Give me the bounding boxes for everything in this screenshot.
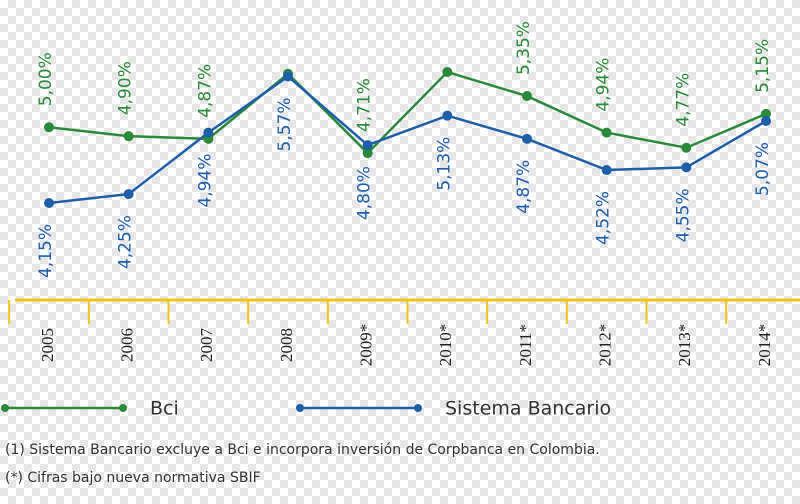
legend-label: Sistema Bancario: [445, 398, 611, 420]
note: (1) Sistema Bancario excluye a Bci e inc…: [5, 442, 600, 458]
legend-dot: [414, 404, 422, 412]
data-label: 4,15%: [36, 224, 56, 278]
x-tick-label: 2007: [197, 328, 216, 363]
data-label: 4,71%: [355, 78, 375, 132]
x-tick-label: 2006: [118, 328, 137, 362]
line: [48, 70, 767, 155]
point: [362, 148, 373, 159]
data-label: 4,25%: [116, 215, 136, 269]
point: [681, 162, 692, 173]
data-label: 4,87%: [514, 160, 534, 214]
point: [442, 67, 453, 77]
x-tick-label: 2013*: [675, 324, 694, 367]
data-label: 5,13%: [434, 137, 454, 191]
point: [601, 127, 612, 138]
x-tick-label: 2014*: [755, 324, 774, 367]
x-tick-label: 2010*: [436, 324, 455, 367]
point: [522, 91, 532, 102]
x-tick-label: 2012*: [596, 324, 615, 367]
data-label: 4,52%: [594, 191, 614, 245]
data-label: 4,87%: [195, 64, 215, 118]
x-tick-label: 2005: [38, 328, 57, 362]
point: [283, 71, 293, 82]
data-label: 4,94%: [195, 154, 215, 208]
data-label: 4,94%: [594, 58, 614, 112]
point: [601, 165, 612, 176]
point: [44, 122, 54, 133]
legend-label: Bci: [150, 398, 179, 420]
legend-dot: [1, 404, 9, 412]
data-label: 5,15%: [753, 39, 773, 93]
x-tick-label: 2011*: [516, 324, 535, 366]
data-label: 4,77%: [673, 73, 693, 127]
point: [362, 140, 373, 151]
point: [44, 198, 54, 208]
data-label: 5,57%: [275, 97, 295, 151]
data-label: 5,07%: [753, 142, 773, 196]
point: [442, 110, 453, 121]
point: [123, 131, 134, 142]
x-tick-label: 2008: [277, 328, 296, 362]
line: [48, 74, 767, 205]
legend-dot: [119, 404, 127, 412]
point: [123, 189, 134, 200]
point: [203, 127, 214, 138]
point: [681, 142, 692, 153]
data-label: 5,00%: [36, 52, 56, 106]
point: [761, 116, 771, 127]
data-label: 5,35%: [514, 21, 534, 75]
data-label: 4,80%: [355, 166, 375, 220]
legend-dot: [296, 404, 304, 412]
data-label: 4,55%: [673, 188, 693, 242]
x-tick-label: 2009*: [357, 324, 376, 367]
point: [522, 133, 532, 144]
note: (*) Cifras bajo nueva normativa SBIF: [5, 470, 261, 486]
data-label: 4,90%: [116, 61, 136, 115]
point: [761, 108, 771, 119]
